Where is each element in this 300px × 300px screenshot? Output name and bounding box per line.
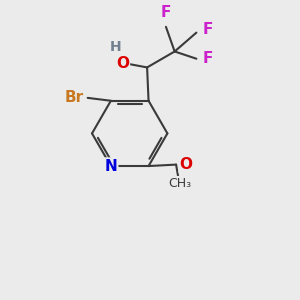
Text: O: O — [116, 56, 129, 70]
Text: CH₃: CH₃ — [168, 177, 191, 190]
Text: F: F — [203, 51, 213, 66]
Text: Br: Br — [64, 90, 83, 105]
Text: F: F — [203, 22, 213, 37]
Text: F: F — [161, 5, 171, 20]
Text: N: N — [104, 159, 117, 174]
Text: H: H — [110, 40, 121, 54]
Text: O: O — [180, 157, 193, 172]
